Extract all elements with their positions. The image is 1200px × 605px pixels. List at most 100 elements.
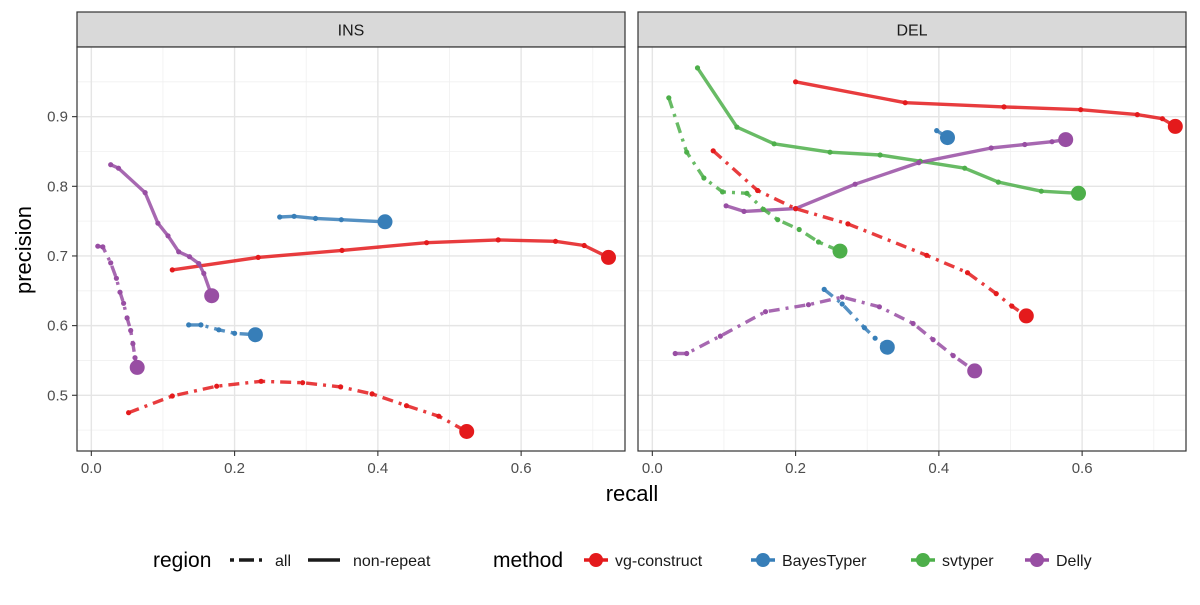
data-point (95, 243, 101, 249)
legend-label: vg-construct (615, 553, 703, 570)
facet-title: INS (338, 23, 365, 40)
data-point (717, 333, 724, 339)
data-point (710, 148, 716, 154)
data-point (155, 220, 161, 226)
x-tick-label: 0.4 (928, 460, 949, 477)
facet-title: DEL (896, 23, 927, 40)
data-point (734, 124, 740, 130)
data-point (666, 95, 672, 101)
facet-strip (76, 11, 626, 48)
panel-ins: INS 0.0 0.2 0.4 0.6 0.5 0.6 0.7 0.8 0.9 (47, 11, 626, 477)
data-point (169, 267, 175, 273)
legend-title-method: method (493, 549, 563, 572)
data-point (255, 254, 261, 260)
data-point (793, 206, 799, 212)
data-point (741, 208, 747, 214)
series-line-svtyper-non-repeat (696, 66, 1079, 195)
data-point (459, 424, 475, 439)
data-point (771, 141, 777, 147)
data-point (719, 189, 726, 195)
facet-strip (637, 11, 1187, 48)
data-point (601, 249, 616, 265)
data-point (995, 179, 1001, 185)
data-point (126, 410, 132, 416)
legend: region all non-repeat method vg-construct Bay… (153, 549, 1092, 572)
data-point (424, 240, 430, 246)
data-point (684, 149, 690, 155)
data-point (805, 302, 812, 308)
data-point (1058, 132, 1074, 148)
x-tick-label: 0.0 (642, 460, 663, 477)
legend-label: Delly (1056, 553, 1092, 570)
data-point (839, 301, 845, 307)
data-point (910, 320, 916, 327)
data-point (1167, 118, 1183, 134)
data-point (916, 160, 922, 166)
data-point (176, 249, 182, 255)
data-point (964, 270, 971, 276)
x-tick-label: 0.2 (224, 460, 245, 477)
data-point (827, 149, 833, 155)
data-point (1071, 185, 1086, 201)
data-point (845, 221, 851, 227)
data-point (277, 214, 283, 220)
y-tick-label: 0.7 (47, 248, 68, 265)
data-point (186, 322, 192, 328)
data-point (436, 413, 442, 419)
data-point (877, 152, 883, 158)
data-point (377, 214, 393, 230)
data-point (930, 337, 936, 343)
data-point (694, 65, 701, 71)
legend-key-dot (589, 553, 603, 567)
data-point (338, 384, 344, 390)
legend-title-region: region (153, 549, 211, 572)
data-point (108, 260, 114, 266)
data-point (369, 391, 375, 397)
data-point (291, 213, 297, 219)
data-point (339, 247, 345, 253)
series-line-svtyper-all (667, 97, 841, 253)
x-tick-label: 0.6 (511, 460, 532, 477)
data-point (186, 254, 193, 260)
data-point (115, 165, 122, 171)
x-axis-title: recall (606, 481, 659, 506)
data-point (495, 237, 501, 243)
data-point (775, 217, 781, 223)
data-point (258, 378, 264, 384)
data-point (128, 327, 134, 334)
data-point (950, 353, 956, 359)
panel-border (76, 46, 626, 452)
data-point (1018, 308, 1034, 324)
x-tick-label: 0.0 (81, 460, 102, 477)
data-point (701, 175, 707, 181)
data-point (832, 243, 848, 259)
data-point (821, 286, 827, 292)
data-point (132, 355, 138, 361)
data-point (760, 206, 767, 212)
data-point (876, 304, 883, 310)
series-line-vg-construct-all (127, 379, 468, 433)
y-tick-label: 0.6 (47, 318, 68, 335)
data-point (169, 393, 175, 399)
data-point (196, 261, 202, 267)
data-point (924, 252, 930, 258)
x-tick-label: 0.2 (785, 460, 806, 477)
data-point (142, 190, 148, 196)
data-point (124, 315, 130, 321)
series-line-delly-all (675, 295, 976, 373)
data-point (165, 233, 171, 239)
y-tick-label: 0.5 (47, 387, 68, 404)
y-tick-label: 0.9 (47, 109, 68, 126)
data-point (581, 242, 587, 249)
data-point (744, 190, 750, 196)
data-point (815, 239, 822, 245)
data-point (988, 145, 994, 151)
data-point (338, 217, 344, 223)
plot-background (638, 47, 1186, 451)
data-point (1049, 139, 1055, 145)
x-tick-label: 0.6 (1072, 460, 1093, 477)
data-point (247, 327, 263, 343)
data-point (879, 339, 895, 355)
data-point (934, 128, 940, 134)
